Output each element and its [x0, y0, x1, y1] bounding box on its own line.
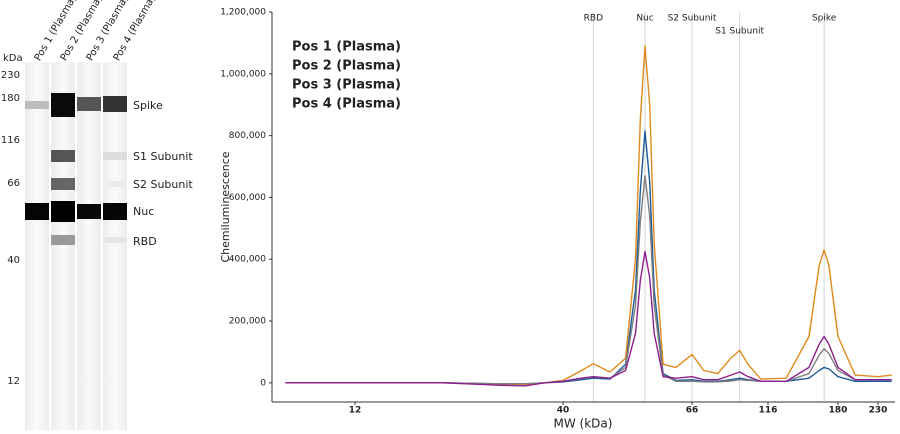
x-tick-label: 66 [686, 406, 699, 416]
mw-marker: 66 [7, 178, 20, 189]
legend-entry: Pos 4 (Plasma) [292, 97, 401, 112]
y-tick-label: 600,000 [229, 193, 266, 203]
band-label: RBD [133, 235, 157, 248]
band-label: S2 Subunit [133, 178, 193, 191]
band [25, 101, 49, 109]
marker-label: Nuc [636, 14, 653, 24]
band-label: S1 Subunit [133, 150, 193, 163]
series-line [285, 130, 892, 385]
x-tick-label: 180 [829, 406, 848, 416]
x-axis-label: MW (kDa) [554, 417, 613, 431]
band [51, 235, 75, 245]
x-tick-label: 116 [759, 406, 778, 416]
mw-marker: 40 [7, 255, 20, 266]
lane [25, 62, 49, 430]
kda-label: kDa [3, 53, 23, 64]
band [103, 237, 127, 243]
y-tick-label: 400,000 [229, 255, 266, 265]
band-label: Nuc [133, 205, 154, 218]
band [51, 150, 75, 162]
mw-marker: 116 [1, 135, 20, 146]
band [25, 203, 49, 220]
y-tick-label: 800,000 [229, 131, 266, 141]
legend-entry: Pos 1 (Plasma) [292, 40, 401, 55]
y-axis-label: Chemiluminescence [219, 151, 232, 262]
blot: kDa Pos 1 (Plasma) Pos 2 (Plasma) Pos 3 … [1, 0, 193, 430]
y-tick-label: 0 [260, 378, 266, 388]
marker-label: Spike [812, 14, 837, 24]
band [51, 178, 75, 190]
lane [51, 62, 75, 430]
y-tick-label: 1,000,000 [220, 69, 266, 79]
lane [103, 62, 127, 430]
marker-label: S1 Subunit [715, 27, 764, 37]
band [77, 204, 101, 219]
legend-entry: Pos 2 (Plasma) [292, 59, 401, 74]
series-line [285, 250, 892, 387]
mw-marker: 12 [7, 376, 20, 387]
band-label: Spike [133, 99, 163, 112]
x-tick-label: 230 [869, 406, 888, 416]
legend-entry: Pos 3 (Plasma) [292, 78, 401, 93]
x-tick-label: 40 [557, 406, 570, 416]
band [77, 97, 101, 111]
marker-label: RBD [584, 14, 603, 24]
band [51, 93, 75, 117]
y-tick-label: 1,200,000 [220, 8, 266, 18]
y-tick-label: 200,000 [229, 317, 266, 327]
lane [77, 62, 101, 430]
band [103, 203, 127, 220]
mw-marker: 180 [1, 93, 20, 104]
band [103, 96, 127, 112]
mw-marker: 230 [1, 70, 20, 81]
chart: Chemiluminescence MW (kDa) RBD Nuc S2 Subu… [219, 8, 895, 431]
band [51, 201, 75, 222]
x-tick-label: 12 [349, 406, 362, 416]
band [103, 181, 127, 187]
band [103, 152, 127, 160]
marker-label: S2 Subunit [668, 14, 717, 24]
